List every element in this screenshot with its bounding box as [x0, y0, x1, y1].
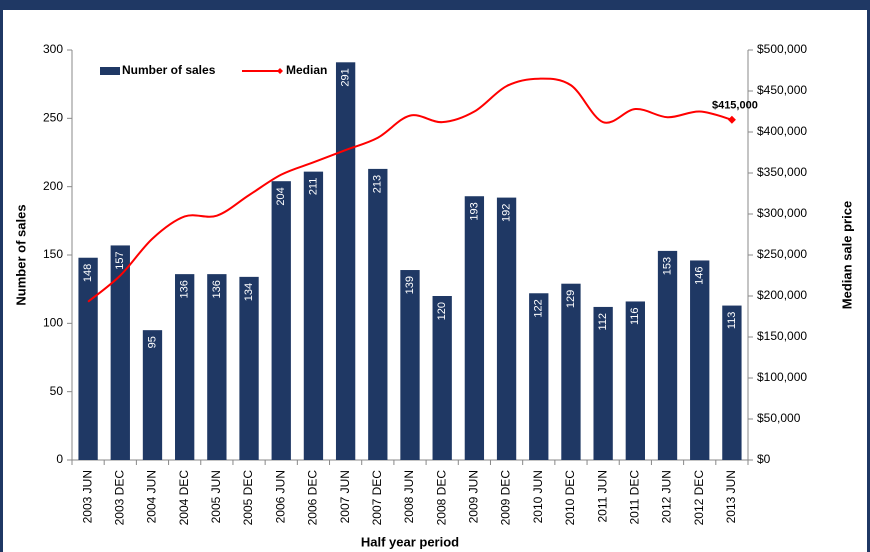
y2-tick-label: $450,000 [757, 83, 807, 97]
y2-tick-label: $0 [757, 452, 771, 466]
x-tick-label: 2006 JUN [273, 470, 287, 523]
bar [400, 270, 420, 460]
bar-label: 122 [533, 299, 545, 317]
bar-label: 153 [661, 257, 673, 275]
x-tick-label: 2003 DEC [112, 470, 126, 526]
bar-label: 95 [146, 336, 158, 348]
bar [239, 276, 259, 460]
x-tick-label: 2003 JUN [80, 470, 94, 523]
y-tick-label: 150 [43, 247, 63, 261]
x-tick-label: 2004 DEC [177, 470, 191, 526]
bar [207, 274, 227, 460]
bar-label: 136 [179, 280, 191, 298]
y-tick-label: 0 [56, 452, 63, 466]
y2-tick-label: $350,000 [757, 165, 807, 179]
bar-label: 146 [694, 266, 706, 284]
line-marker [727, 115, 736, 124]
x-tick-label: 2007 DEC [370, 470, 384, 526]
bar-label: 134 [243, 283, 255, 301]
x-tick-label: 2010 DEC [563, 470, 577, 526]
bar-label: 112 [597, 313, 609, 331]
bar-label: 204 [275, 187, 287, 205]
y2-tick-label: $250,000 [757, 247, 807, 261]
x-tick-label: 2010 JUN [531, 470, 545, 523]
bar [496, 197, 517, 460]
bar [561, 283, 581, 460]
bar-label: 192 [500, 204, 512, 222]
x-tick-label: 2008 DEC [434, 470, 448, 526]
bar-label: 211 [307, 178, 319, 196]
bar [529, 293, 549, 460]
x-tick-label: 2004 JUN [145, 470, 159, 523]
y2-tick-label: $200,000 [757, 288, 807, 302]
y2-tick-label: $500,000 [757, 42, 807, 56]
x-tick-label: 2008 JUN [402, 470, 416, 523]
bar-label: 213 [372, 175, 384, 193]
y2-axis-title: Median sale price [839, 201, 854, 309]
y-tick-label: 300 [43, 42, 63, 56]
y2-tick-label: $300,000 [757, 206, 807, 220]
y2-tick-label: $100,000 [757, 370, 807, 384]
bar [142, 330, 163, 460]
x-tick-label: 2011 JUN [595, 470, 609, 522]
bar [303, 171, 324, 460]
line-label: $415,000 [712, 100, 758, 112]
x-tick-label: 2005 DEC [241, 470, 255, 526]
y-tick-label: 200 [43, 179, 63, 193]
bar [625, 301, 645, 460]
legend-label: Number of sales [122, 63, 216, 77]
legend-label: Median [286, 63, 327, 77]
frame-left [0, 0, 3, 552]
bar-label: 157 [114, 251, 126, 269]
x-tick-label: 2012 DEC [692, 470, 706, 526]
x-tick-label: 2013 JUN [724, 470, 738, 523]
y2-tick-label: $50,000 [757, 411, 801, 425]
bar [593, 306, 613, 460]
bar-label: 148 [82, 264, 94, 282]
bar-label: 136 [211, 280, 223, 298]
bar [464, 196, 485, 460]
x-tick-label: 2007 JUN [338, 470, 352, 523]
y-tick-label: 100 [43, 316, 63, 330]
x-tick-label: 2011 DEC [628, 470, 642, 525]
bar-label: 129 [565, 290, 577, 308]
bar [432, 296, 452, 460]
y-tick-label: 50 [50, 384, 64, 398]
bar [722, 305, 742, 460]
y2-tick-label: $400,000 [757, 124, 807, 138]
frame-top [0, 0, 870, 10]
x-tick-label: 2009 DEC [499, 470, 513, 526]
bar-label: 139 [404, 276, 416, 294]
bar [335, 62, 356, 461]
x-tick-label: 2012 JUN [660, 470, 674, 523]
x-axis-title: Half year period [361, 534, 459, 549]
y2-tick-label: $150,000 [757, 329, 807, 343]
bar-label: 291 [340, 68, 352, 86]
x-tick-label: 2006 DEC [306, 470, 320, 526]
frame-right [867, 0, 870, 552]
bar-label: 120 [436, 302, 448, 320]
legend-marker [277, 68, 283, 74]
bar-label: 116 [629, 307, 641, 325]
bar-label: 113 [726, 312, 738, 330]
x-tick-label: 2005 JUN [209, 470, 223, 523]
bar [271, 181, 291, 460]
legend-swatch [100, 67, 120, 75]
bar-label: 193 [468, 202, 480, 220]
y-axis-title: Number of sales [13, 204, 28, 305]
bar [690, 260, 710, 460]
x-tick-label: 2009 JUN [467, 470, 481, 523]
bar [368, 168, 388, 460]
bar [657, 250, 678, 460]
bar [110, 245, 130, 460]
y-tick-label: 250 [43, 111, 63, 125]
bar [175, 274, 195, 460]
median-line [87, 77, 733, 303]
bar [78, 257, 98, 460]
